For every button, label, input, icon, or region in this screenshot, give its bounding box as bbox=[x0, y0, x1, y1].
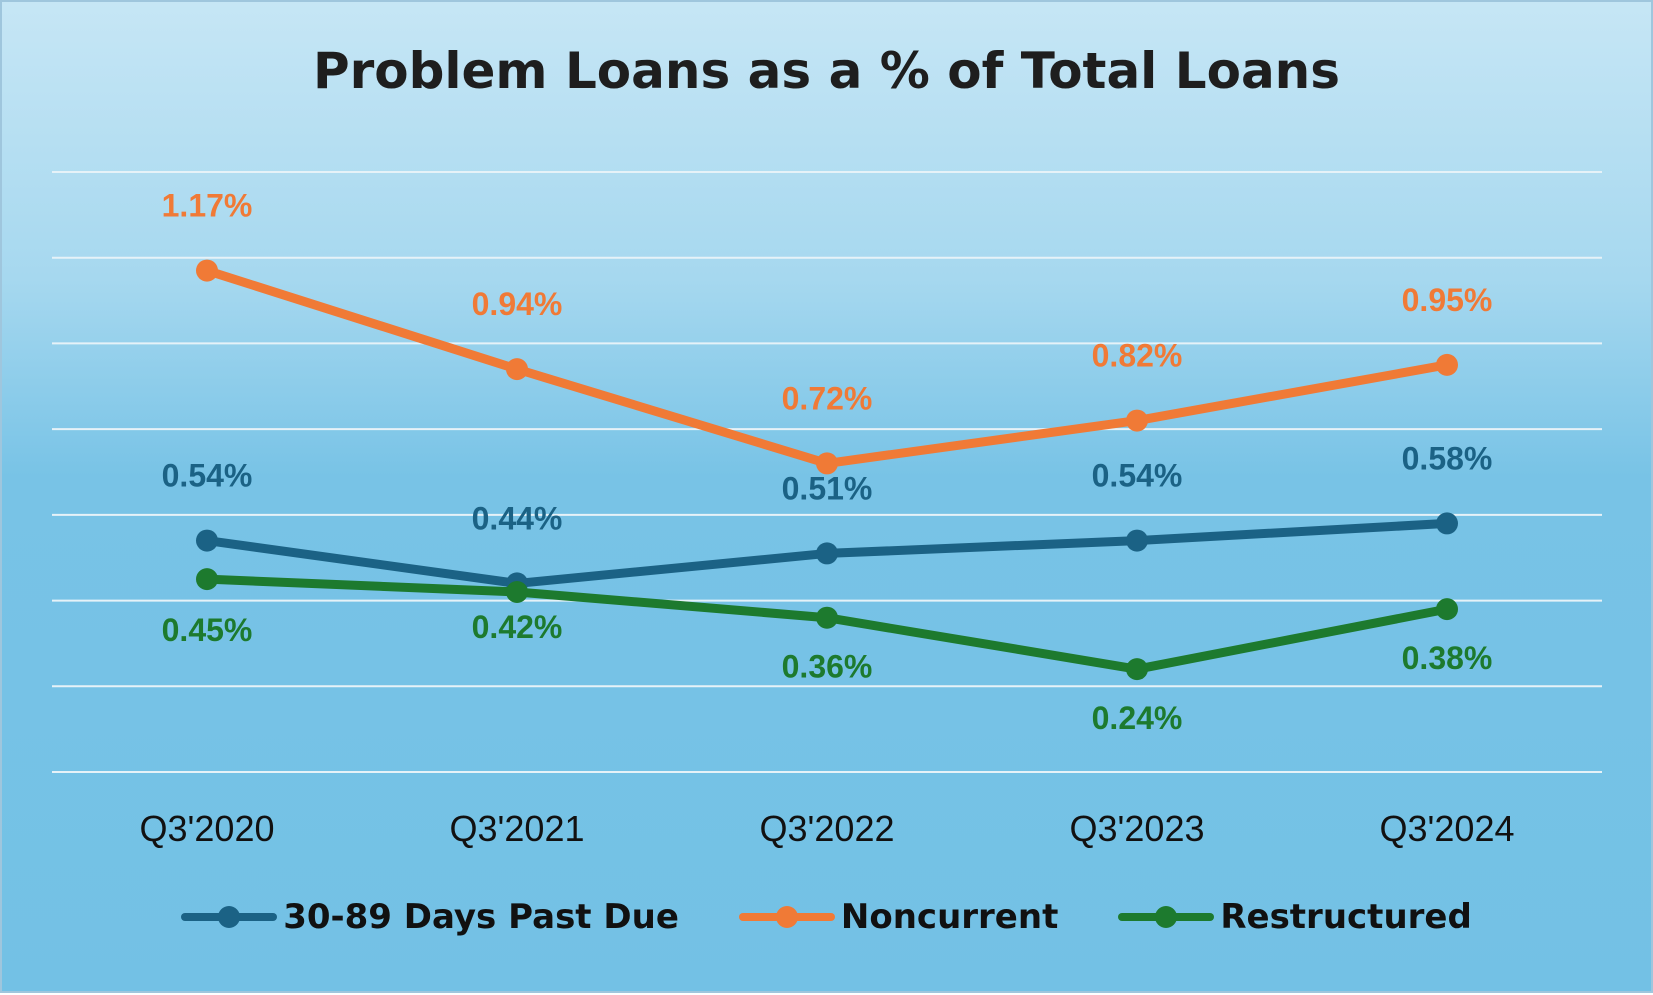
data-label: 0.24% bbox=[1092, 700, 1183, 736]
data-point bbox=[1436, 353, 1458, 376]
data-label: 0.44% bbox=[472, 500, 563, 536]
legend-label: 30-89 Days Past Due bbox=[283, 897, 679, 937]
data-point bbox=[196, 568, 218, 591]
data-point bbox=[816, 542, 838, 565]
legend-item: 30-89 Days Past Due bbox=[181, 897, 679, 937]
data-point bbox=[816, 452, 838, 475]
legend-swatch bbox=[181, 906, 278, 928]
x-tick-label: Q3'2021 bbox=[450, 808, 585, 849]
data-label: 0.51% bbox=[782, 470, 873, 506]
data-label: 0.45% bbox=[162, 612, 253, 648]
data-point bbox=[506, 581, 528, 603]
data-point bbox=[1126, 409, 1148, 432]
data-point bbox=[1126, 529, 1148, 552]
data-label: 0.54% bbox=[162, 458, 253, 494]
x-tick-label: Q3'2022 bbox=[760, 808, 895, 849]
data-label: 0.58% bbox=[1402, 440, 1493, 476]
legend-swatch bbox=[738, 906, 835, 928]
data-point bbox=[816, 606, 838, 629]
data-label: 0.82% bbox=[1092, 338, 1183, 374]
data-label: 0.72% bbox=[782, 380, 873, 416]
data-label: 0.54% bbox=[1092, 458, 1183, 494]
legend: 30-89 Days Past Due Noncurrent Restructure… bbox=[2, 897, 1651, 937]
data-point bbox=[1436, 598, 1458, 621]
x-tick-label: Q3'2020 bbox=[140, 808, 275, 849]
chart-title: Problem Loans as a % of Total Loans bbox=[312, 42, 1341, 100]
legend-label: Restructured bbox=[1220, 897, 1472, 937]
legend-swatch bbox=[1118, 906, 1215, 928]
data-point bbox=[196, 259, 218, 282]
legend-item: Restructured bbox=[1118, 897, 1472, 937]
data-point bbox=[1436, 512, 1458, 535]
data-point bbox=[196, 529, 218, 552]
series-line bbox=[205, 266, 1448, 468]
data-label: 0.36% bbox=[782, 649, 873, 685]
data-label: 0.42% bbox=[472, 609, 563, 645]
data-point bbox=[1126, 658, 1148, 681]
data-label: 1.17% bbox=[162, 188, 253, 224]
data-point bbox=[506, 358, 528, 381]
x-tick-label: Q3'2024 bbox=[1380, 808, 1515, 849]
data-label: 0.95% bbox=[1402, 282, 1493, 318]
legend-item: Noncurrent bbox=[738, 897, 1059, 937]
legend-label: Noncurrent bbox=[840, 897, 1059, 937]
data-label: 0.38% bbox=[1402, 640, 1493, 676]
data-label: 0.94% bbox=[472, 286, 563, 322]
x-tick-label: Q3'2023 bbox=[1070, 808, 1205, 849]
